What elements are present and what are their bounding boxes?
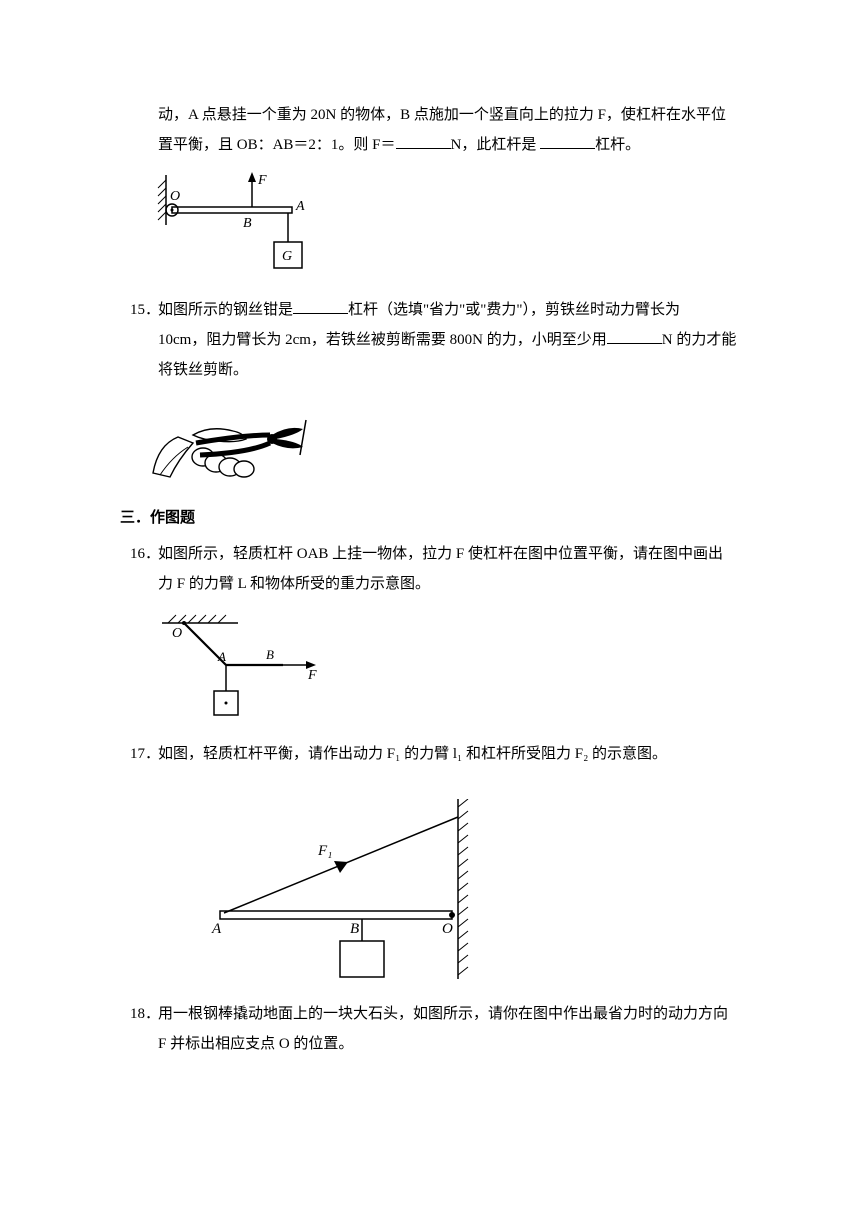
q14-blank-1 <box>396 135 451 150</box>
fig16-label-A: A <box>217 649 226 664</box>
q16-line2: 力 F 的力臂 L 和物体所受的重力示意图。 <box>158 576 430 592</box>
fig14-label-B: B <box>243 216 252 231</box>
q15-line3: 将铁丝剪断。 <box>158 362 248 378</box>
figure-17: O A F₁ B <box>190 799 750 989</box>
fig14-label-O: O <box>170 189 180 204</box>
fig16-label-F: F <box>307 668 317 683</box>
fig16.label-B: B <box>266 647 274 662</box>
fig14-label-G: G <box>282 249 292 264</box>
q18-line2: F 并标出相应支点 O 的位置。 <box>158 1036 353 1052</box>
fig17-label-O: O <box>442 921 453 937</box>
q15-p2: 杠杆（选填"省力"或"费力"），剪铁丝时动力臂长为 <box>348 302 680 318</box>
q17-num: 17． <box>130 739 158 769</box>
question-16: 16．如图所示，轻质杠杆 OAB 上挂一物体，拉力 F 使杠杆在图中位置平衡，请… <box>130 539 750 599</box>
q14-line2b: N，此杠杆是 <box>451 137 541 153</box>
figure-15 <box>148 395 750 485</box>
q15-line2b: N 的力才能 <box>662 332 737 348</box>
q15-blank-2 <box>607 330 662 345</box>
q18-p1: 用一根钢棒撬动地面上的一块大石头，如图所示，请你在图中作出最省力时的动力方向 <box>158 1006 728 1022</box>
figure-14: O B A F G <box>148 170 750 285</box>
q14-line2c: 杠杆。 <box>595 137 640 153</box>
q15-blank-1 <box>293 300 348 315</box>
fig17-label-A: A <box>211 921 222 937</box>
fig14-label-F: F <box>257 173 267 188</box>
figure-16: O A B F <box>148 609 750 729</box>
q18-num: 18． <box>130 999 158 1029</box>
fig14-label-A: A <box>295 199 305 214</box>
q14-line2a: 置平衡，且 OB：AB＝2：1。则 F＝ <box>158 137 396 153</box>
q14-blank-2 <box>540 135 595 150</box>
question-17: 17．如图，轻质杠杆平衡，请作出动力 F₁ 的力臂 l₁ 和杠杆所受阻力 F₂ … <box>130 739 750 769</box>
fig16-label-O: O <box>172 626 182 641</box>
q16-num: 16． <box>130 539 158 569</box>
q14-line1: 动，A 点悬挂一个重为 20N 的物体，B 点施加一个竖直向上的拉力 F，使杠杆… <box>158 107 726 123</box>
fig17-label-F1: F₁ <box>317 843 332 859</box>
q15-p1: 如图所示的钢丝钳是 <box>158 302 293 318</box>
question-18: 18．用一根钢棒撬动地面上的一块大石头，如图所示，请你在图中作出最省力时的动力方… <box>130 999 750 1059</box>
q16-p1: 如图所示，轻质杠杆 OAB 上挂一物体，拉力 F 使杠杆在图中位置平衡，请在图中… <box>158 546 723 562</box>
q17-text: 如图，轻质杠杆平衡，请作出动力 F₁ 的力臂 l₁ 和杠杆所受阻力 F₂ 的示意… <box>158 746 667 762</box>
fig17-label-B: B <box>350 921 359 937</box>
q15-num: 15． <box>130 295 158 325</box>
question-15: 15．如图所示的钢丝钳是 杠杆（选填"省力"或"费力"），剪铁丝时动力臂长为 10… <box>130 295 750 385</box>
q15-line2a: 10cm，阻力臂长为 2cm，若铁丝被剪断需要 800N 的力，小明至少用 <box>158 332 607 348</box>
section-3-title: 三．作图题 <box>120 503 750 533</box>
q14-continuation: 动，A 点悬挂一个重为 20N 的物体，B 点施加一个竖直向上的拉力 F，使杠杆… <box>130 100 750 160</box>
